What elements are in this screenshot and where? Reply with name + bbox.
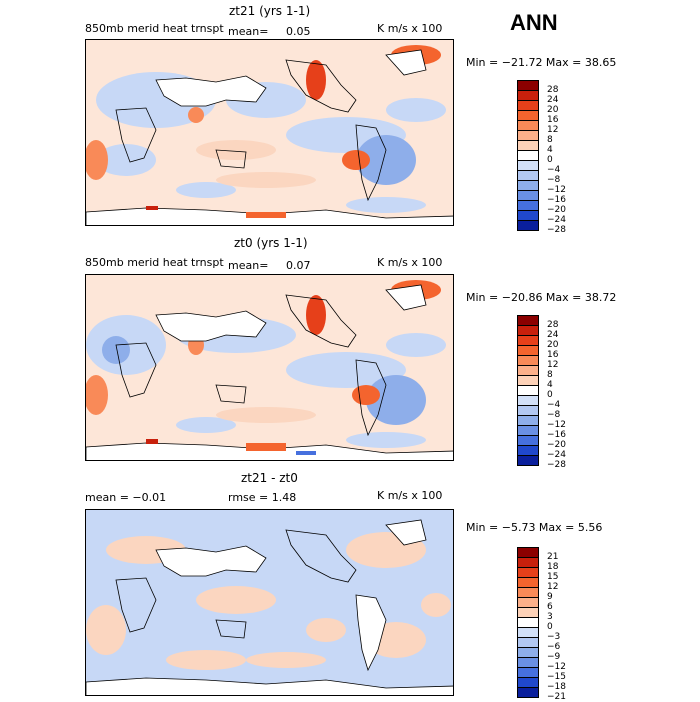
panel-1-colorbar-label: 28 [547,85,559,95]
panel-2-colorbar-swatch [517,455,539,466]
panel-1-colorbar-label: 8 [547,135,553,145]
panel-2-colorbar-label: 16 [547,350,559,360]
panel-1-colorbar-label: −12 [547,185,566,195]
panel-2-colorbar-label: 0 [547,390,553,400]
panel-1-colorbar-label: 20 [547,105,559,115]
panel-2-map-svg [86,275,453,460]
panel-3-map [85,509,454,696]
panel-3-colorbar-label: 9 [547,592,553,602]
panel-1-mean-value: 0.05 [286,25,311,38]
panel-3-colorbar-label: 12 [547,582,559,592]
panel-3-mean: mean = −0.01 [85,491,167,504]
panel-2-colorbar-label: 28 [547,320,559,330]
panel-3-colorbar-label: −21 [547,692,566,702]
panel-1-colorbar-label: 12 [547,125,559,135]
panel-3-colorbar: 21 18 15 12 9 6 3 0 −3 −6 −9 −12 −15 −18… [517,547,566,702]
panel-1-minmax: Min = −21.72 Max = 38.65 [466,56,617,69]
panel-3-colorbar-label: −6 [547,642,561,652]
panel-2-colorbar-label: −12 [547,420,566,430]
panel-1-colorbar-label: −20 [547,205,566,215]
panel-3-colorbar-label: 3 [547,612,553,622]
panel-1-mean-label: mean= [228,25,269,38]
panel-1-colorbar-swatch [517,220,539,231]
panel-1-colorbar-label: 24 [547,95,559,105]
panel-1-units: K m/s x 100 [377,22,443,35]
panel-3-colorbar-label: −9 [547,652,561,662]
panel-3-colorbar-label: 6 [547,602,553,612]
panel-2-colorbar-label: −8 [547,410,561,420]
panel-2-colorbar-label: −28 [547,460,566,470]
panel-3-colorbar-label: 18 [547,562,559,572]
panel-3-colorbar-label: −18 [547,682,566,692]
panel-2-colorbar-label: 24 [547,330,559,340]
panel-3-colorbar-label: −15 [547,672,566,682]
panel-2-mean-value: 0.07 [286,259,311,272]
panel-1-colorbar: 28 24 20 16 12 8 4 0 −4 −8 −12 −16 −20 −… [517,80,566,235]
panel-2-field-label: 850mb merid heat trnspt [85,256,224,269]
panel-3-rmse: rmse = 1.48 [228,491,297,504]
panel-3-colorbar-label: −12 [547,662,566,672]
panel-1-colorbar-label: −16 [547,195,566,205]
panel-2-title: zt0 (yrs 1-1) [234,236,308,250]
panel-2-mean-label: mean= [228,259,269,272]
panel-2-map [85,274,454,461]
panel-3-colorbar-label: 15 [547,572,559,582]
panel-2-colorbar-label: −20 [547,440,566,450]
panel-1-colorbar-label: −8 [547,175,561,185]
panel-3-units: K m/s x 100 [377,489,443,502]
panel-1-colorbar-label: 4 [547,145,553,155]
panel-2-units: K m/s x 100 [377,256,443,269]
panel-3-colorbar-label: 0 [547,622,553,632]
panel-3-colorbar-swatch [517,687,539,698]
panel-2-colorbar: 28 24 20 16 12 8 4 0 −4 −8 −12 −16 −20 −… [517,315,566,470]
panel-1-colorbar-label: −24 [547,215,566,225]
panel-2-colorbar-label: 20 [547,340,559,350]
panel-1-map-svg [86,40,453,225]
panel-1-colorbar-label: −4 [547,165,561,175]
panel-3-minmax: Min = −5.73 Max = 5.56 [466,521,603,534]
panel-2-colorbar-label: 8 [547,370,553,380]
panel-2-colorbar-label: 12 [547,360,559,370]
panel-3-colorbar-label: −3 [547,632,561,642]
panel-1-colorbar-label: 16 [547,115,559,125]
panel-1-colorbar-label: 0 [547,155,553,165]
season-label: ANN [510,10,558,35]
panel-2-colorbar-label: −4 [547,400,561,410]
panel-2-colorbar-label: −16 [547,430,566,440]
panel-1-title: zt21 (yrs 1-1) [229,4,311,18]
panel-2-minmax: Min = −20.86 Max = 38.72 [466,291,617,304]
panel-1-colorbar-label: −28 [547,225,566,235]
panel-2-colorbar-label: −24 [547,450,566,460]
panel-3-colorbar-label: 21 [547,552,559,562]
panel-3-map-svg [86,510,453,695]
panel-1-field-label: 850mb merid heat trnspt [85,22,224,35]
panel-3-title: zt21 - zt0 [241,471,298,485]
panel-1-map [85,39,454,226]
panel-2-colorbar-label: 4 [547,380,553,390]
